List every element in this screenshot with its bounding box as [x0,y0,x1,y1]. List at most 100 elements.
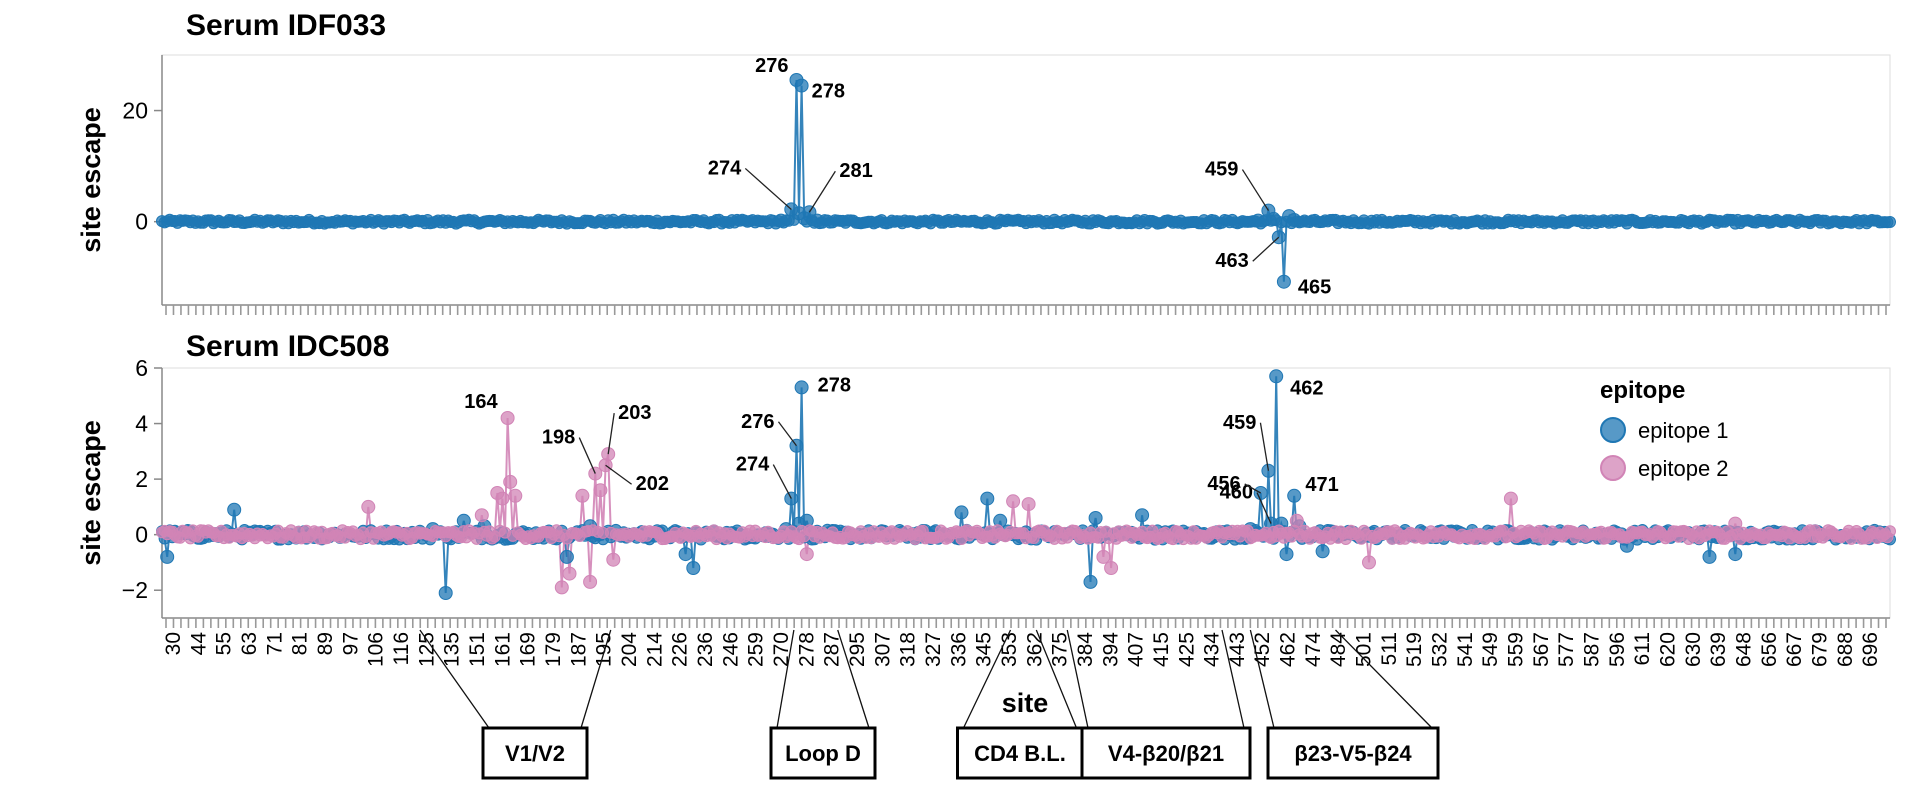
data-point-highlight [1503,491,1518,506]
data-point-highlight [508,488,523,503]
data-point-highlight [500,411,515,425]
legend-title: epitope [1600,377,1685,404]
y-ticks: 0 20 [122,98,162,235]
site-tick-label: 106 [365,632,388,667]
legend-label-epitope-2: epitope 2 [1638,456,1729,481]
region-label: V4-β20/β21 [1108,741,1224,766]
data-point-highlight [686,561,701,575]
site-tick-label: 125 [415,632,438,667]
series-line-epitope-1 [161,79,1891,282]
data-point-highlight [438,586,453,600]
site-tick-label: 587 [1581,632,1604,667]
region-leader [837,629,870,729]
region-leader [419,629,490,729]
legend-marker-epitope-1 [1600,417,1626,443]
data-point-highlight [1021,497,1036,512]
site-tick-label: 407 [1125,632,1148,667]
data-point-highlight [1362,555,1376,570]
label-leader [808,170,836,213]
region-annotation: V4-β20/β21 [1066,629,1252,780]
label-leader [578,437,596,474]
y-ticks: −2 0 2 4 6 [122,355,162,603]
point-label: 281 [839,160,872,182]
data-point-highlight [1315,544,1330,559]
label-leader [1244,483,1262,494]
region-leader [962,629,1012,729]
data-point-highlight [562,566,577,581]
site-tick-label: 484 [1327,632,1350,667]
site-tick-label: 116 [390,632,413,665]
point-label: 459 [1223,412,1256,434]
data-point-highlight [583,574,598,589]
region-leader [1035,629,1078,729]
data-point-highlight [799,547,814,562]
y-tick-label: 0 [135,209,148,235]
point-label: 463 [1215,250,1248,272]
point-label: 276 [755,55,788,77]
data-point-highlight [1702,549,1717,564]
y-tick-label: 0 [135,522,148,548]
region-leader [1249,629,1275,729]
data-point-highlight [1276,274,1291,289]
label-leader [772,464,792,499]
data-point-highlight [1279,547,1294,562]
y-axis-label: site escape [76,420,106,566]
panel-serum-idf033: Serum IDF033 site escape 0 20 276 278 274 28… [76,9,1896,315]
region-box [1080,726,1252,780]
site-tick-label: 97 [339,632,362,655]
region-label: Loop D [785,741,861,766]
site-tick-label: 161 [491,632,514,667]
site-tick-label: 270 [770,632,793,667]
site-tick-label: 519 [1403,632,1426,667]
legend-marker-epitope-2 [1600,455,1626,481]
site-tick-label: 559 [1505,632,1528,667]
region-box [1266,726,1440,780]
data-point-highlight [474,508,489,523]
series-points [156,73,1896,289]
data-point-highlight [160,549,175,564]
data-point-highlight [1728,547,1743,562]
panel-title: Serum IDC508 [186,330,389,363]
region-leader [580,629,612,729]
point-label: 198 [542,427,575,449]
x-ticks [165,618,1887,628]
y-tick-label: 2 [135,466,148,492]
point-label: 274 [708,157,742,179]
data-point-highlight [1104,561,1119,575]
point-label: 462 [1290,377,1323,399]
point-label: 465 [1298,277,1331,299]
data-point-highlight [794,380,809,395]
data-point-highlight [678,547,693,562]
label-leader [1252,236,1280,262]
site-tick-label: 259 [745,632,768,667]
region-leader [1221,629,1245,729]
site-tick-label: 462 [1277,632,1300,667]
site-tick-label: 532 [1429,632,1452,667]
data-point-highlight [954,505,969,520]
site-tick-label: 679 [1809,632,1832,667]
site-tick-label: 425 [1175,632,1198,667]
site-tick-label: 179 [542,632,565,667]
site-tick-label: 30 [162,632,185,655]
plot-frame [161,367,1891,619]
site-tick-label: 667 [1783,632,1806,667]
region-leader [1335,629,1433,729]
site-tick-label: 327 [922,632,945,667]
label-leader [1259,422,1270,471]
site-tick-label: 549 [1479,632,1502,667]
data-point-highlight [575,488,590,503]
data-point-highlight [227,502,242,517]
point-label: 276 [741,411,774,433]
data-point-highlight [361,499,376,514]
site-tick-label: 511 [1378,632,1401,665]
site-tick-label: 295 [846,632,869,667]
y-tick-label: 20 [122,98,148,124]
site-tick-label: 630 [1682,632,1705,667]
site-tick-label: 688 [1834,632,1857,667]
site-tick-label: 63 [238,632,261,655]
region-box [769,726,877,780]
data-point-highlight [606,552,621,567]
y-tick-label: 4 [135,411,148,437]
data-point-highlight [1261,463,1276,478]
data-point [1884,216,1896,228]
